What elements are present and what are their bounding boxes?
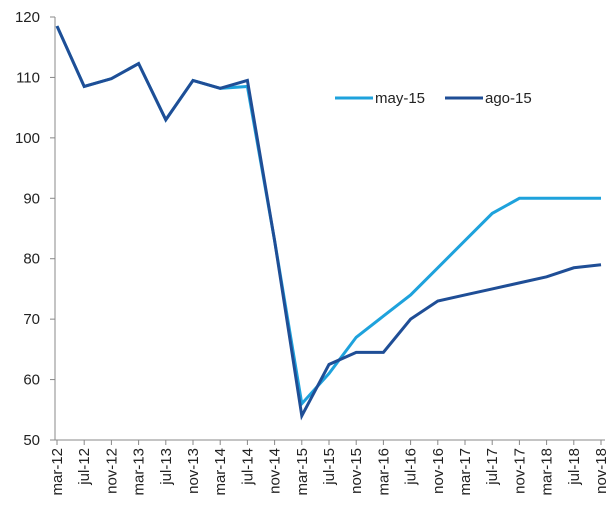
x-tick-label: mar-13 [131,448,148,496]
y-tick-label: 120 [15,9,40,26]
x-tick-label: nov-18 [593,448,606,494]
x-tick-label: nov-15 [348,448,365,494]
x-tick-label: nov-13 [185,448,202,494]
x-tick-label: jul-15 [321,448,338,486]
x-tick-label: jul-17 [484,448,501,486]
x-tick-label: jul-16 [403,448,420,486]
x-tick-label: mar-16 [375,448,392,496]
line-series [55,25,602,421]
x-tick-label: mar-17 [457,448,474,496]
x-tick-label: jul-13 [158,448,175,486]
x-tick-label: mar-14 [212,448,229,496]
x-tick-label: mar-15 [294,448,311,496]
x-tick-label: jul-14 [239,448,256,486]
x-tick-label: nov-17 [511,448,528,494]
x-tick-label: mar-12 [49,448,66,496]
x-tick-label: jul-12 [76,448,93,486]
x-tick-label: nov-12 [103,448,120,494]
x-tick-label: nov-16 [430,448,447,494]
y-tick-label: 110 [16,69,40,86]
legend-label: may-15 [375,90,425,107]
x-tick-label: mar-18 [539,448,556,496]
y-tick-label: 70 [23,311,40,328]
y-tick-label: 80 [23,251,40,268]
line-series [55,25,601,408]
y-tick-label: 90 [23,190,40,207]
x-tick-label: nov-14 [267,448,284,494]
y-tick-label: 60 [23,372,40,389]
y-tick-label: 50 [23,432,40,449]
x-tick-label: jul-18 [566,448,583,486]
legend-label: ago-15 [485,90,532,107]
y-tick-label: 100 [15,130,40,147]
